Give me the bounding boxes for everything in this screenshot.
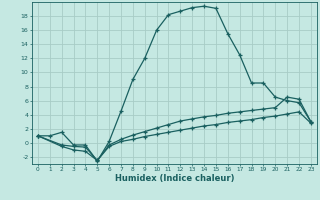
X-axis label: Humidex (Indice chaleur): Humidex (Indice chaleur) bbox=[115, 174, 234, 183]
